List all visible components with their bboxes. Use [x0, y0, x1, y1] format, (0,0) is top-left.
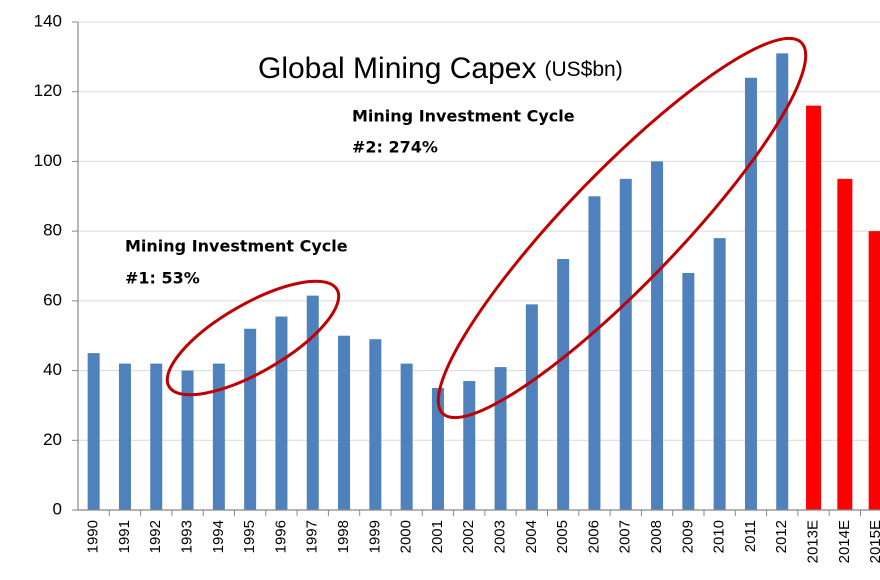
- bar: [431, 388, 444, 510]
- x-tick-label: 1998: [335, 520, 352, 553]
- bar: [400, 363, 413, 510]
- x-tick-label: 2010: [711, 520, 728, 553]
- y-tick-label: 0: [53, 499, 62, 518]
- bar: [463, 381, 476, 510]
- x-tick-label: 1999: [366, 520, 383, 553]
- bar: [837, 178, 853, 510]
- y-tick-label: 120: [34, 81, 62, 100]
- bars: [87, 53, 880, 511]
- bar: [212, 363, 225, 510]
- y-tick-label: 20: [43, 430, 62, 449]
- bar: [806, 105, 822, 511]
- x-tick-label: 2012: [773, 520, 790, 553]
- annotation: #1: 53%: [125, 269, 200, 288]
- x-tick-label: 2013E: [805, 520, 822, 563]
- bar: [525, 304, 538, 510]
- highlight-ellipse: [436, 36, 808, 420]
- title: Global Mining Capex: [258, 52, 536, 85]
- x-tick-label: 1993: [179, 520, 196, 553]
- annotation: Mining Investment Cycle: [125, 237, 348, 256]
- highlight-ellipse: [165, 279, 341, 397]
- bar: [306, 295, 319, 510]
- subtitle: (US$bn): [544, 58, 622, 81]
- bar: [87, 353, 100, 510]
- y-tick-label: 140: [34, 11, 62, 30]
- x-tick-label: 1994: [210, 520, 227, 553]
- bar: [557, 259, 570, 510]
- bar: [868, 231, 880, 510]
- x-tick-label: 2001: [429, 520, 446, 553]
- bar: [682, 272, 695, 510]
- y-tick-label: 100: [34, 151, 62, 170]
- bar: [713, 238, 726, 510]
- bar: [619, 178, 632, 510]
- x-tick-label: 2011: [742, 520, 759, 552]
- x-tick-label: 2007: [617, 520, 634, 553]
- annotation: #2: 274%: [352, 138, 438, 157]
- bar: [588, 196, 601, 511]
- bar: [150, 363, 163, 510]
- bar: [744, 77, 757, 511]
- y-tick-label: 80: [43, 221, 62, 240]
- x-tick-label: 2005: [554, 520, 571, 553]
- x-tick-label: 2003: [492, 520, 509, 553]
- bar: [275, 316, 288, 510]
- x-tick-label: 1995: [241, 520, 258, 553]
- x-tick-label: 1997: [304, 520, 321, 553]
- x-tick-label: 2006: [585, 520, 602, 553]
- x-tick-label: 2004: [523, 520, 540, 553]
- bar: [369, 339, 382, 510]
- x-tick-label: 1991: [116, 520, 133, 553]
- bar: [181, 370, 194, 510]
- x-tick-label: 2015E: [867, 520, 880, 563]
- bar: [494, 367, 507, 510]
- x-tick-label: 2002: [460, 520, 477, 553]
- x-tick-label: 2014E: [836, 520, 853, 563]
- y-tick-label: 60: [43, 290, 62, 309]
- x-tick-label: 1992: [147, 520, 164, 553]
- x-tick-label: 1996: [272, 520, 289, 553]
- annotation: Mining Investment Cycle: [352, 107, 575, 126]
- x-tick-label: 2009: [679, 520, 696, 553]
- y-tick-label: 40: [43, 360, 62, 379]
- x-tick-label: 1990: [85, 520, 102, 553]
- bar: [338, 335, 351, 510]
- bar: [651, 161, 664, 510]
- x-tick-label: 2000: [398, 520, 415, 553]
- chart-title: Global Mining Capex (US$bn): [258, 52, 623, 85]
- x-tick-label: 2008: [648, 520, 665, 553]
- bar: [776, 53, 789, 510]
- bar: [118, 363, 131, 510]
- bar: [244, 328, 257, 510]
